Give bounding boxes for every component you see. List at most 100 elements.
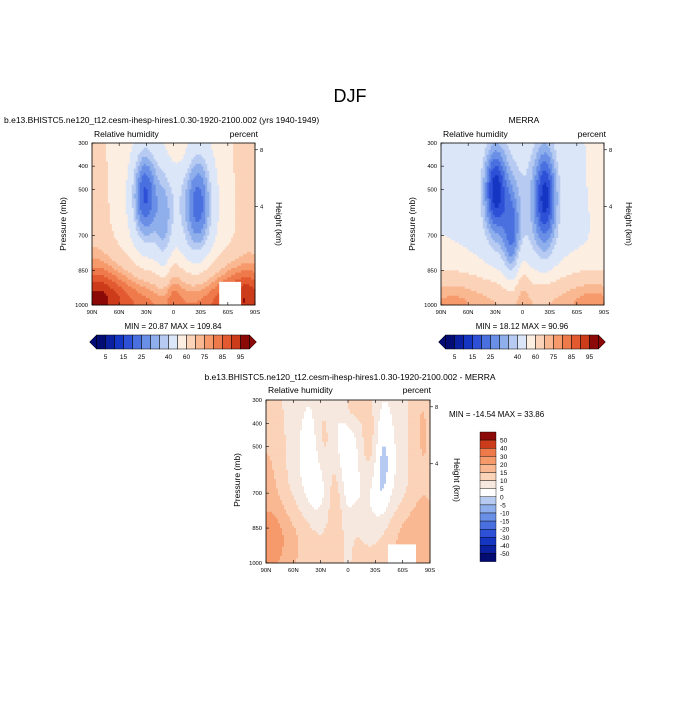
heat-cell xyxy=(113,230,117,234)
heat-cell xyxy=(123,166,127,169)
heat-cell xyxy=(147,173,151,176)
heat-cell xyxy=(93,224,97,227)
heat-cell xyxy=(105,180,109,183)
heat-cell xyxy=(159,154,162,158)
heat-cell xyxy=(92,256,95,260)
heat-cell xyxy=(145,249,149,253)
heat-cell xyxy=(141,191,145,195)
heat-cell xyxy=(131,147,135,151)
heat-cell xyxy=(141,149,145,153)
heat-cell xyxy=(147,149,151,153)
heat-cell xyxy=(107,154,111,158)
heat-cell xyxy=(159,230,162,234)
heat-cell xyxy=(137,205,141,209)
heat-cell xyxy=(109,295,113,299)
heat-cell xyxy=(125,291,129,294)
heat-cell xyxy=(131,284,135,287)
heat-cell xyxy=(109,145,113,149)
heat-cell xyxy=(145,233,149,236)
heat-cell xyxy=(147,219,151,223)
heat-cell xyxy=(111,263,115,267)
heat-cell xyxy=(135,152,139,155)
heat-cell xyxy=(103,147,107,151)
heat-cell xyxy=(117,200,121,204)
heat-cell xyxy=(147,247,151,250)
heat-cell xyxy=(109,173,113,176)
heat-cell xyxy=(161,288,164,292)
heat-cell xyxy=(97,224,101,227)
heat-cell xyxy=(149,251,153,255)
heat-cell xyxy=(105,293,109,297)
heat-cell xyxy=(127,258,131,262)
heat-cell xyxy=(143,277,147,280)
heat-cell xyxy=(99,205,103,209)
heat-cell xyxy=(151,265,155,269)
heat-cell xyxy=(139,198,143,202)
heat-cell xyxy=(125,286,129,290)
heat-cell xyxy=(153,249,157,253)
heat-cell xyxy=(123,261,127,264)
heat-cell xyxy=(147,156,151,160)
heat-cell xyxy=(92,226,95,230)
heat-cell xyxy=(121,279,125,283)
heat-cell xyxy=(161,293,164,297)
heat-cell xyxy=(163,196,166,199)
heat-cell xyxy=(93,191,97,195)
heat-cell xyxy=(119,254,123,257)
heat-cell xyxy=(131,230,135,234)
heat-cell xyxy=(107,170,111,174)
heat-cell xyxy=(113,237,117,241)
heat-cell xyxy=(131,233,135,236)
heat-cell xyxy=(133,156,137,160)
heat-cell xyxy=(127,156,131,160)
heat-cell xyxy=(143,152,147,155)
heat-cell xyxy=(111,143,115,146)
heat-cell xyxy=(157,242,160,246)
heat-cell xyxy=(107,240,111,243)
heat-cell xyxy=(92,212,95,216)
heat-cell xyxy=(147,279,151,283)
heat-cell xyxy=(157,156,160,160)
heat-cell xyxy=(139,210,143,213)
heat-cell xyxy=(139,235,143,239)
heat-cell xyxy=(139,207,143,211)
heat-cell xyxy=(115,293,119,297)
heat-cell xyxy=(137,300,141,304)
heat-cell xyxy=(139,193,143,197)
heat-cell xyxy=(109,228,113,232)
heat-cell xyxy=(99,196,103,199)
heat-cell xyxy=(133,235,137,239)
heat-cell xyxy=(125,237,129,241)
heat-cell xyxy=(147,235,151,239)
heat-cell xyxy=(119,298,123,301)
heat-cell xyxy=(149,154,153,158)
heat-cell xyxy=(161,191,164,195)
heat-cell xyxy=(147,177,151,181)
heat-cell xyxy=(131,166,135,169)
heat-cell xyxy=(105,147,109,151)
heat-cell xyxy=(145,302,149,306)
heat-cell xyxy=(95,251,99,255)
heat-cell xyxy=(141,247,145,250)
heat-cell xyxy=(101,156,105,160)
panel-title: MERRA xyxy=(509,115,540,125)
heat-cell xyxy=(92,272,95,276)
heat-cell xyxy=(139,281,143,285)
heat-cell xyxy=(113,143,117,146)
heat-cell xyxy=(101,166,105,169)
heat-cell xyxy=(119,247,123,250)
heat-cell xyxy=(99,228,103,232)
heat-cell xyxy=(107,302,111,306)
heat-cell xyxy=(147,205,151,209)
heat-cell xyxy=(125,279,129,283)
heat-cell xyxy=(117,145,121,149)
heat-cell xyxy=(117,237,121,241)
heat-cell xyxy=(113,302,117,306)
heat-cell xyxy=(129,288,133,292)
heat-cell xyxy=(147,233,151,236)
heat-cell xyxy=(137,186,141,190)
heat-cell xyxy=(157,170,160,174)
heat-cell xyxy=(113,180,117,183)
heat-cell xyxy=(103,265,107,269)
heat-cell xyxy=(101,267,105,271)
